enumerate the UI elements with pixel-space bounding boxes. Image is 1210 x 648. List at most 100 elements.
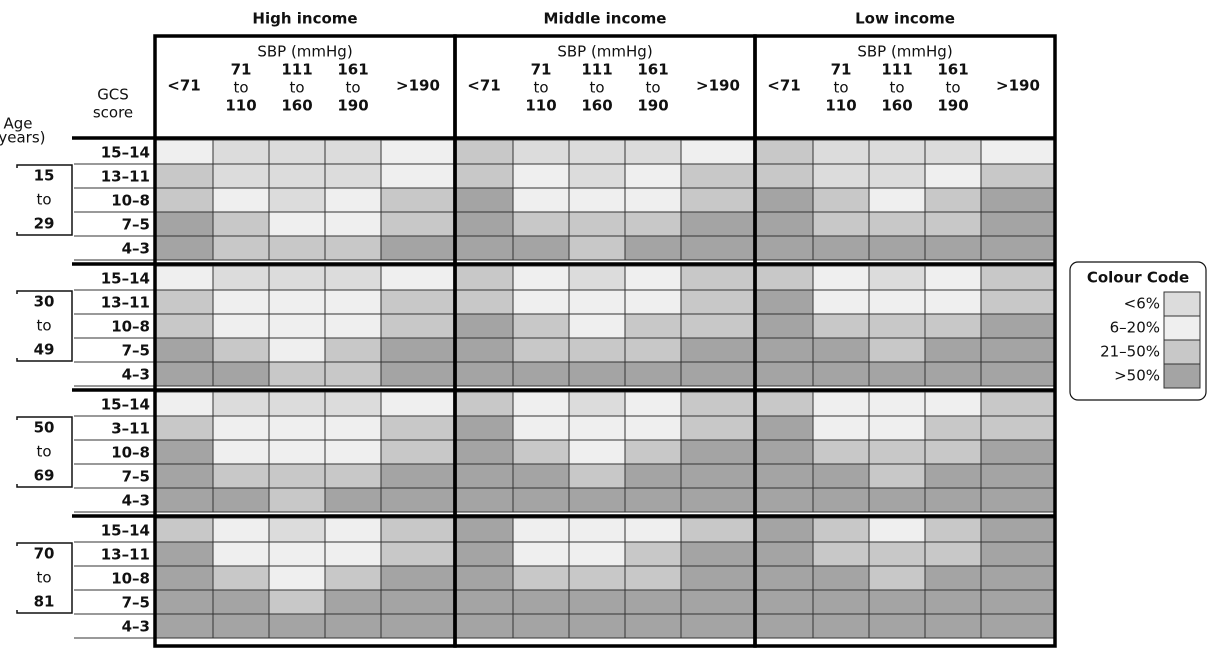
risk-cell	[680, 487, 756, 513]
risk-cell	[868, 463, 926, 489]
risk-cell	[812, 313, 870, 339]
risk-cell	[754, 337, 814, 363]
risk-cell	[268, 565, 326, 591]
risk-cell	[268, 541, 326, 567]
risk-cell	[568, 439, 626, 465]
risk-cell	[868, 163, 926, 189]
gcs-label: 10–8	[111, 192, 150, 210]
risk-cell	[680, 541, 756, 567]
risk-cell	[624, 289, 682, 315]
risk-cell	[980, 517, 1056, 543]
age-label: 69	[34, 467, 55, 485]
risk-cell	[568, 163, 626, 189]
risk-cell	[754, 235, 814, 261]
risk-cell	[268, 235, 326, 261]
gcs-label: 10–8	[111, 318, 150, 336]
risk-cell	[680, 187, 756, 213]
legend-swatch	[1163, 363, 1201, 389]
risk-cell	[812, 613, 870, 639]
risk-cell	[454, 163, 514, 189]
risk-cell	[212, 541, 270, 567]
risk-cell	[868, 415, 926, 441]
risk-cell	[680, 313, 756, 339]
risk-cell	[924, 361, 982, 387]
risk-cell	[624, 463, 682, 489]
risk-cell	[980, 391, 1056, 417]
risk-cell	[154, 541, 214, 567]
sbp-column-label: 161	[937, 61, 968, 79]
sbp-column-label: to	[289, 79, 304, 97]
risk-cell	[154, 487, 214, 513]
risk-cell	[812, 289, 870, 315]
age-label: 70	[34, 545, 55, 563]
sbp-column-label: 190	[337, 97, 368, 115]
risk-cell	[568, 487, 626, 513]
risk-cell	[624, 517, 682, 543]
sbp-column-label: 110	[525, 97, 556, 115]
risk-cell	[980, 265, 1056, 291]
risk-cell	[454, 589, 514, 615]
gcs-label: 7–5	[122, 342, 150, 360]
risk-cell	[568, 391, 626, 417]
risk-cell	[680, 289, 756, 315]
gcs-label: 7–5	[122, 216, 150, 234]
risk-cell	[568, 313, 626, 339]
risk-cell	[812, 265, 870, 291]
risk-cell	[454, 541, 514, 567]
risk-cell	[624, 541, 682, 567]
risk-cell	[380, 589, 456, 615]
risk-cell	[212, 163, 270, 189]
risk-cell	[324, 415, 382, 441]
risk-cell	[680, 235, 756, 261]
risk-cell	[812, 517, 870, 543]
risk-cell	[924, 517, 982, 543]
risk-cell	[868, 361, 926, 387]
gcs-label: 4–3	[122, 240, 150, 258]
risk-cell	[868, 289, 926, 315]
risk-cell	[380, 487, 456, 513]
risk-cell	[154, 337, 214, 363]
risk-cell	[980, 235, 1056, 261]
risk-cell	[212, 415, 270, 441]
risk-cell	[454, 313, 514, 339]
sbp-column-label: <71	[467, 77, 500, 95]
risk-cell	[680, 415, 756, 441]
risk-cell	[454, 517, 514, 543]
risk-cell	[980, 313, 1056, 339]
risk-cell	[812, 163, 870, 189]
sbp-column-label: 71	[831, 61, 852, 79]
sbp-column-label: to	[533, 79, 548, 97]
risk-cell	[568, 139, 626, 165]
income-header: High income	[252, 10, 357, 28]
risk-cell	[754, 289, 814, 315]
risk-cell	[512, 391, 570, 417]
risk-cell	[212, 439, 270, 465]
legend-label: <6%	[1124, 295, 1160, 313]
risk-cell	[754, 463, 814, 489]
risk-cell	[568, 415, 626, 441]
risk-cell	[924, 613, 982, 639]
risk-cell	[268, 187, 326, 213]
risk-cell	[924, 463, 982, 489]
risk-cell	[568, 187, 626, 213]
risk-cell	[154, 187, 214, 213]
risk-cell	[754, 211, 814, 237]
risk-cell	[924, 235, 982, 261]
risk-cell	[754, 487, 814, 513]
risk-cell	[980, 487, 1056, 513]
risk-cell	[924, 139, 982, 165]
age-label: to	[36, 569, 51, 587]
risk-cell	[454, 613, 514, 639]
sbp-column-label: 160	[581, 97, 612, 115]
risk-cell	[154, 415, 214, 441]
risk-cell	[980, 415, 1056, 441]
risk-cell	[212, 463, 270, 489]
risk-cell	[754, 163, 814, 189]
risk-cell	[454, 289, 514, 315]
sbp-column-label: 161	[337, 61, 368, 79]
gcs-label: 4–3	[122, 492, 150, 510]
gcs-label: 15–14	[101, 396, 150, 414]
sbp-header: SBP (mmHg)	[257, 43, 352, 61]
age-bracket-mask	[16, 168, 19, 232]
risk-cell	[624, 265, 682, 291]
